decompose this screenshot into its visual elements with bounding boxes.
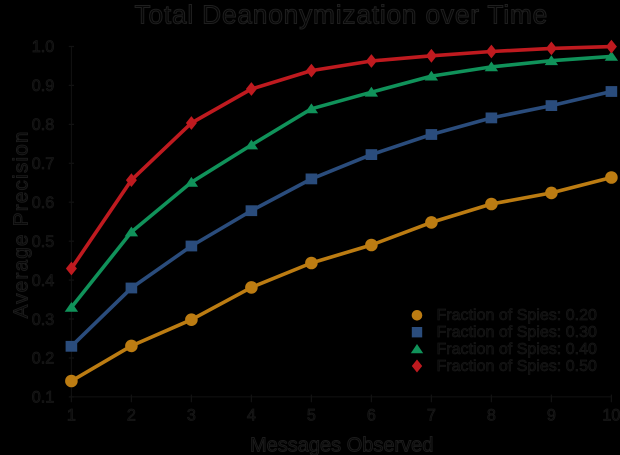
svg-text:5: 5 [307,406,316,424]
svg-text:0.8: 0.8 [32,116,55,134]
svg-text:3: 3 [187,406,196,424]
svg-text:2: 2 [127,406,136,424]
svg-text:Fraction of Spies: 0.30: Fraction of Spies: 0.30 [437,323,597,341]
svg-text:9: 9 [547,406,556,424]
svg-text:Average Precision: Average Precision [10,130,33,318]
svg-text:Fraction of Spies: 0.40: Fraction of Spies: 0.40 [437,340,597,358]
svg-text:0.2: 0.2 [32,350,55,368]
svg-text:0.1: 0.1 [32,389,55,407]
svg-text:10: 10 [602,406,620,424]
svg-text:0.4: 0.4 [32,272,55,290]
svg-text:8: 8 [487,406,496,424]
svg-text:0.5: 0.5 [32,233,55,251]
svg-text:6: 6 [367,406,376,424]
svg-text:0.6: 0.6 [32,194,55,212]
svg-text:0.3: 0.3 [32,311,55,329]
svg-text:0.7: 0.7 [32,155,55,173]
svg-text:1.0: 1.0 [32,38,55,56]
svg-text:Messages Observed: Messages Observed [250,434,433,455]
svg-text:4: 4 [247,406,256,424]
svg-text:7: 7 [427,406,436,424]
svg-text:0.9: 0.9 [32,77,55,95]
svg-text:Fraction of Spies: 0.20: Fraction of Spies: 0.20 [437,306,597,324]
svg-text:1: 1 [67,406,76,424]
svg-text:Fraction of Spies: 0.50: Fraction of Spies: 0.50 [437,357,597,375]
svg-text:Total Deanonymization over Tim: Total Deanonymization over Time [135,0,549,30]
